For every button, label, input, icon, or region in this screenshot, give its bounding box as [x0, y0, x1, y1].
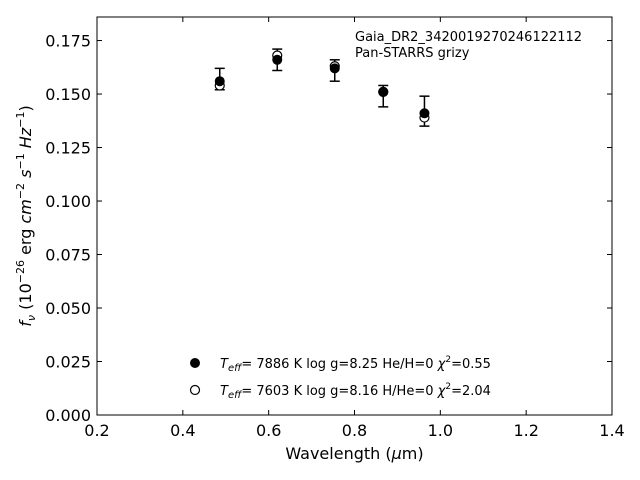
model-point-filled [329, 63, 340, 74]
y-tick-label: 0.150 [45, 85, 91, 104]
x-axis-ticks: 0.2 0.4 0.6 0.8 1.0 1.2 1.4 [84, 17, 625, 440]
x-tick-label: 0.2 [84, 421, 109, 440]
y-tick-label: 0.050 [45, 299, 91, 318]
y-tick-label: 0.125 [45, 139, 91, 158]
y-tick-label: 0.075 [45, 246, 91, 265]
x-tick-label: 1.0 [428, 421, 453, 440]
legend-marker-filled [190, 358, 200, 368]
x-tick-label: 1.2 [513, 421, 538, 440]
x-tick-label: 1.4 [599, 421, 624, 440]
model-point-filled [378, 86, 389, 97]
x-tick-label: 0.4 [170, 421, 195, 440]
model-point-filled [214, 76, 225, 87]
legend-entry-1: Teff= 7886 K log g=8.25 He/H=0 χ2=0.55 [220, 355, 491, 374]
legend-marker-open [189, 384, 201, 396]
data-markers [214, 50, 430, 123]
x-axis-title: Wavelength (μm) [285, 444, 423, 463]
x-tick-label: 0.6 [256, 421, 281, 440]
model-point-filled [419, 108, 430, 119]
annotation-star-name: Gaia_DR2_3420019270246122112 [355, 30, 582, 45]
y-tick-label: 0.100 [45, 192, 91, 211]
y-tick-label: 0.000 [45, 406, 91, 425]
y-axis-title: fν (10−26 erg cm−2 s−1 Hz−1) [14, 105, 38, 326]
y-axis-ticks: 0.000 0.025 0.050 0.075 0.100 0.125 0.150 0.175 [45, 32, 612, 425]
x-tick-label: 0.8 [342, 421, 367, 440]
y-tick-label: 0.025 [45, 353, 91, 372]
legend: Teff= 7886 K log g=8.25 He/H=0 χ2=0.55 T… [189, 355, 491, 401]
y-tick-label: 0.175 [45, 32, 91, 51]
legend-entry-2: Teff= 7603 K log g=8.16 H/He=0 χ2=2.04 [220, 382, 491, 401]
annotation-survey: Pan-STARRS grizy [355, 46, 470, 61]
plot-area [96, 16, 613, 416]
model-point-filled [272, 54, 283, 65]
